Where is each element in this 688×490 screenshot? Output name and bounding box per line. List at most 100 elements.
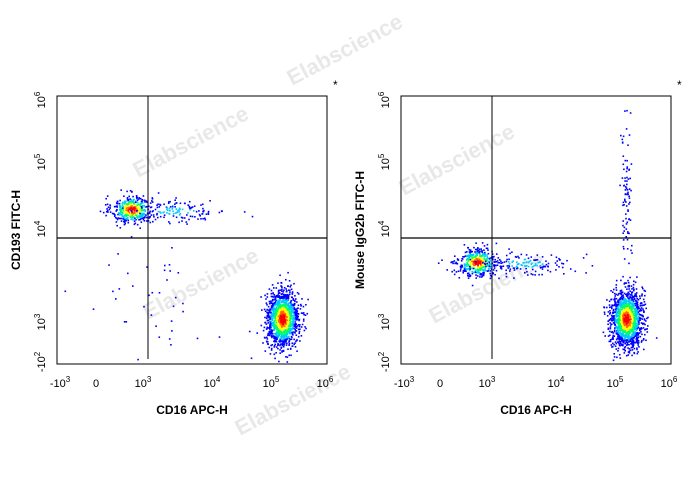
event-dot (152, 210, 154, 212)
event-dot (243, 211, 246, 213)
event-dot (287, 330, 290, 333)
event-dot (142, 209, 144, 212)
x-axis-title: CD16 APC-H (156, 403, 228, 417)
event-dot (120, 210, 123, 213)
event-dot (479, 269, 481, 272)
event-dot (156, 204, 158, 206)
event-dot (268, 311, 271, 314)
event-dot (621, 333, 623, 335)
event-dot (282, 298, 285, 300)
event-dot (626, 321, 629, 323)
event-dot (276, 310, 279, 313)
event-dot (275, 336, 278, 338)
event-dot (621, 298, 624, 300)
event-dot (277, 282, 279, 284)
event-dot (282, 307, 284, 309)
event-dot (285, 302, 288, 304)
event-dot (628, 203, 630, 205)
event-dot (138, 210, 140, 212)
event-dot (289, 306, 291, 309)
event-dot (618, 342, 620, 345)
event-dot (613, 316, 615, 319)
event-dot (271, 336, 273, 339)
event-dot (532, 268, 534, 271)
event-dot (198, 213, 201, 216)
event-dot (268, 334, 271, 337)
event-dot (119, 199, 121, 202)
event-dot (636, 312, 639, 315)
event-dot (123, 208, 125, 210)
event-dot (171, 205, 174, 208)
event-dot (109, 204, 112, 207)
event-dot (291, 331, 293, 334)
event-dot (475, 253, 478, 255)
event-dot (276, 309, 278, 311)
event-dot (139, 204, 142, 207)
event-dot (174, 296, 177, 299)
event-dot (459, 268, 462, 270)
event-dot (624, 328, 627, 330)
event-dot (126, 211, 128, 213)
event-dot (628, 307, 631, 309)
event-dot (197, 218, 199, 220)
event-dot (292, 334, 294, 336)
event-dot (625, 354, 628, 357)
event-dot (285, 310, 287, 312)
event-dot (625, 299, 628, 301)
event-dot (274, 311, 277, 314)
event-dot (123, 217, 126, 220)
event-dot (617, 323, 620, 326)
event-dot (628, 319, 631, 321)
event-dot (591, 265, 594, 267)
event-dot (453, 260, 456, 262)
event-dot (268, 288, 271, 290)
event-dot (481, 262, 483, 264)
event-dot (270, 349, 273, 351)
event-dot (634, 323, 637, 326)
event-dot (127, 206, 130, 209)
event-dot (620, 325, 622, 327)
event-dot (468, 256, 470, 259)
event-dot (113, 205, 116, 208)
event-dot (622, 319, 624, 321)
event-dot (269, 301, 272, 303)
event-dot (202, 203, 204, 206)
event-dot (473, 261, 475, 263)
event-dot (270, 335, 273, 338)
event-dot (289, 318, 292, 321)
event-dot (480, 248, 482, 250)
event-dot (636, 323, 639, 325)
event-dot (272, 332, 274, 335)
event-dot (278, 318, 280, 321)
event-dot (270, 344, 272, 347)
event-dot (116, 218, 119, 221)
event-dot (481, 275, 484, 277)
event-dot (270, 332, 273, 335)
event-dot (277, 319, 279, 321)
event-dot (623, 346, 626, 349)
event-dot (629, 290, 631, 292)
event-dot (163, 211, 165, 213)
event-dot (200, 218, 202, 220)
event-dot (614, 317, 617, 320)
event-dot (631, 340, 634, 343)
event-dot (484, 251, 486, 254)
event-dot (289, 291, 291, 294)
x-tick-label: 0 (93, 378, 99, 390)
event-dot (282, 329, 284, 331)
event-dot (467, 277, 470, 279)
event-dot (615, 286, 617, 289)
event-dot (458, 277, 461, 279)
event-dot (296, 314, 298, 317)
event-dot (297, 313, 299, 315)
event-dot (620, 336, 622, 339)
event-dot (289, 320, 291, 322)
event-dot (127, 209, 130, 212)
event-dot (630, 163, 633, 165)
event-dot (625, 305, 628, 307)
event-dot (295, 314, 297, 316)
event-dot (506, 265, 509, 267)
event-dot (279, 339, 282, 341)
event-dot (486, 254, 488, 256)
event-dot (613, 353, 615, 355)
